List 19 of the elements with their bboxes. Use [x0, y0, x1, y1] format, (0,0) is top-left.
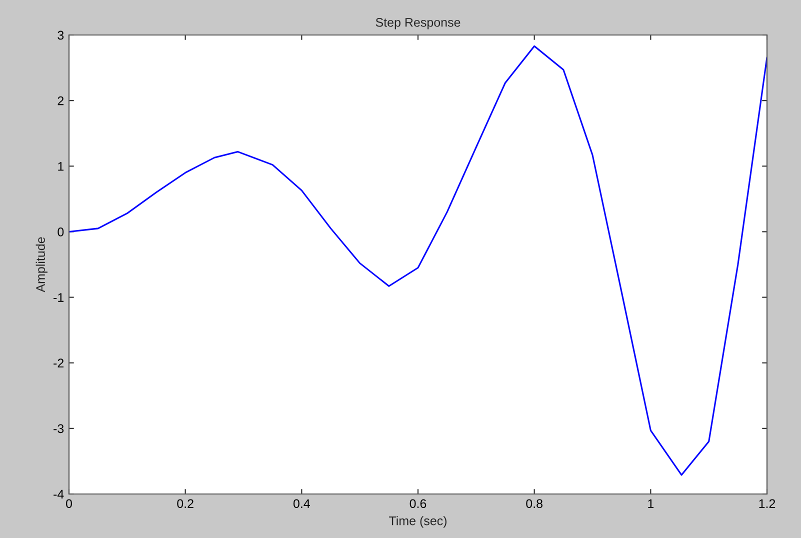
y-tick-label: -2: [54, 358, 64, 368]
y-tick-label: 0: [58, 228, 64, 236]
x-axis-title: Time (sec): [389, 516, 447, 528]
x-tick-label: 0.8: [526, 499, 542, 508]
y-axis-title: Amplitude: [36, 237, 48, 292]
y-tick-label: 3: [58, 30, 64, 40]
x-tick-label: 0: [66, 499, 72, 508]
x-tick-label: 0.2: [177, 499, 194, 508]
y-tick-label: -1: [54, 293, 64, 302]
y-tick-label: 2: [58, 96, 64, 106]
x-tick-label: 1: [648, 499, 654, 508]
line-series: [69, 45, 767, 476]
y-tick-label: -3: [54, 424, 64, 434]
chart-title: Step Response: [376, 18, 460, 30]
y-tick-label: -4: [54, 490, 64, 499]
x-tick-label: 0.6: [410, 499, 426, 508]
x-tick-label: 0.4: [293, 499, 310, 508]
x-tick-label: 1.2: [759, 499, 776, 508]
y-tick-label: 1: [58, 162, 64, 171]
